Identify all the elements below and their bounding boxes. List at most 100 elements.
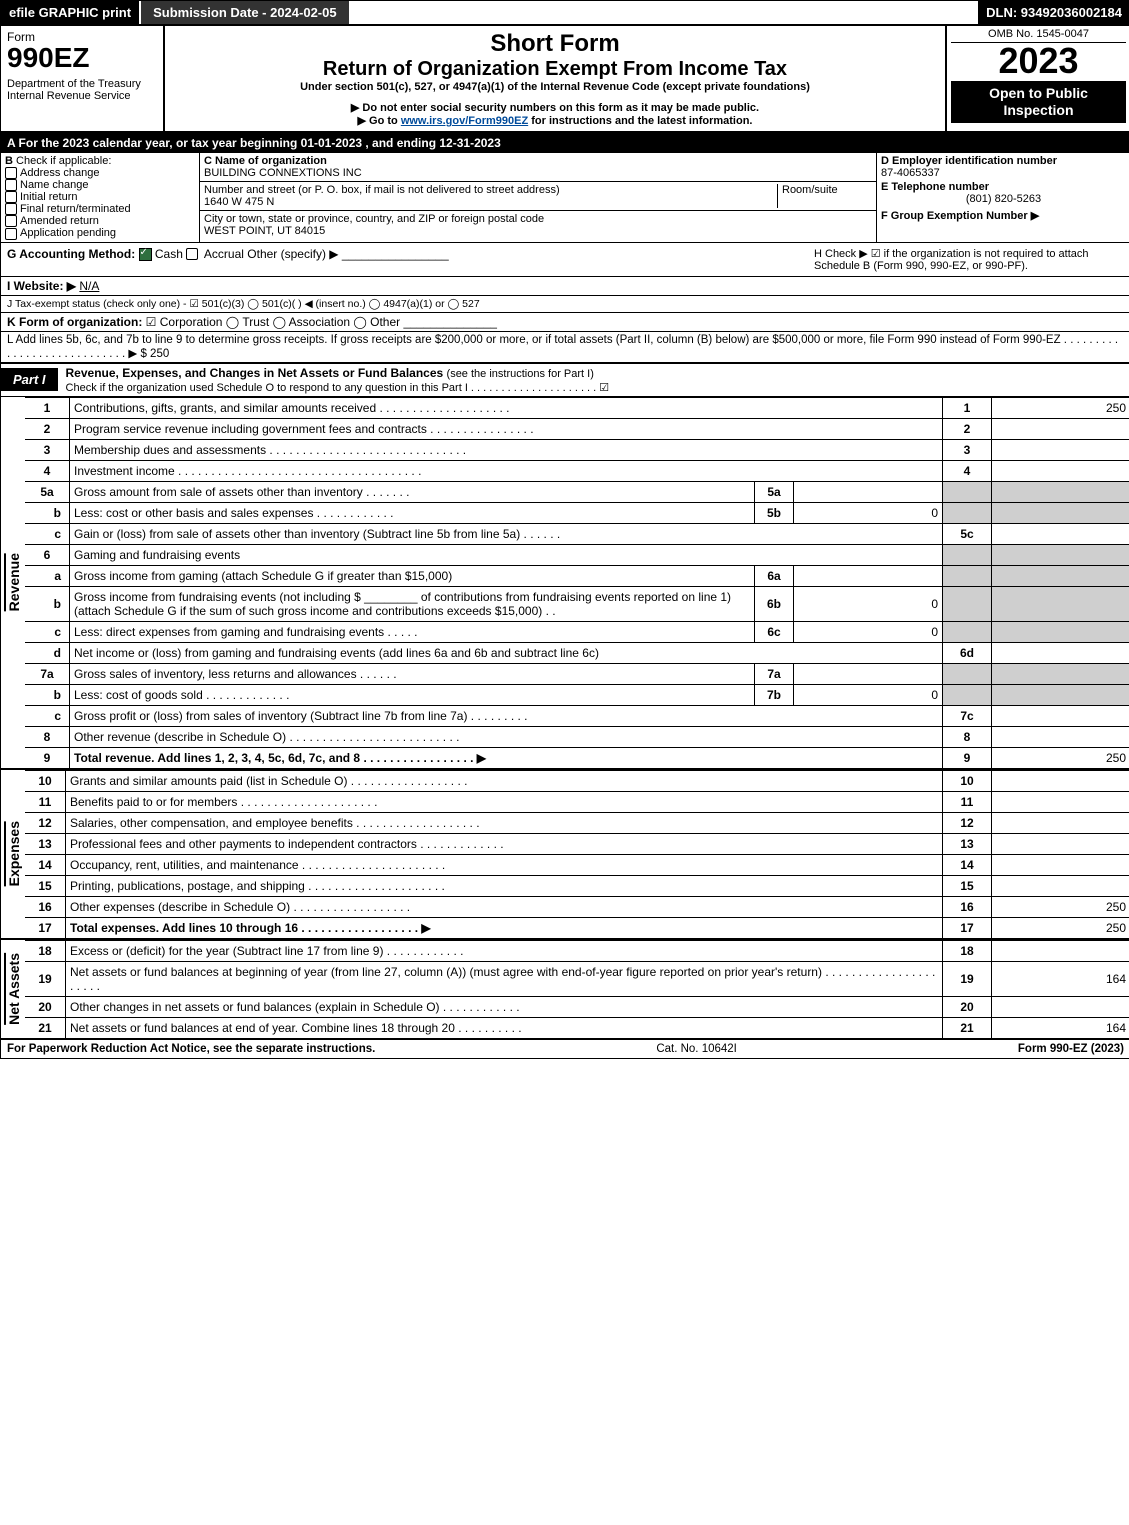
ln13-desc: Professional fees and other payments to … bbox=[66, 833, 943, 854]
section-b: B Check if applicable: Address change Na… bbox=[1, 153, 200, 242]
chk-application-pending[interactable] bbox=[5, 228, 17, 240]
ln10-amt bbox=[992, 770, 1129, 791]
chk-address-change[interactable] bbox=[5, 167, 17, 179]
g-label: G Accounting Method: bbox=[7, 247, 135, 261]
footer-right: Form 990-EZ (2023) bbox=[1018, 1043, 1124, 1055]
section-i: I Website: ▶ N/A bbox=[1, 277, 1129, 296]
tax-year: 2023 bbox=[951, 43, 1126, 79]
ln6-num: 6 bbox=[25, 544, 70, 565]
part1-instr: (see the instructions for Part I) bbox=[447, 368, 594, 380]
part1-tab: Part I bbox=[1, 368, 58, 391]
revenue-table: 1Contributions, gifts, grants, and simil… bbox=[25, 397, 1129, 768]
line-10: 10Grants and similar amounts paid (list … bbox=[25, 770, 1129, 791]
ln1-amt: 250 bbox=[992, 397, 1129, 418]
ln5c-amt bbox=[992, 523, 1129, 544]
ln5b-amt bbox=[992, 502, 1129, 523]
chk-final-return[interactable] bbox=[5, 203, 17, 215]
ln15-amt bbox=[992, 875, 1129, 896]
irs-link[interactable]: www.irs.gov/Form990EZ bbox=[401, 115, 528, 127]
revenue-section: Revenue 1Contributions, gifts, grants, a… bbox=[1, 397, 1129, 770]
chk-accrual[interactable] bbox=[186, 248, 198, 260]
ln6d-num: d bbox=[25, 642, 70, 663]
ln14-amt bbox=[992, 854, 1129, 875]
opt-initial: Initial return bbox=[20, 191, 77, 203]
line-6d: dNet income or (loss) from gaming and fu… bbox=[25, 642, 1129, 663]
form-page: efile GRAPHIC print Submission Date - 20… bbox=[0, 0, 1129, 1059]
ln21-desc: Net assets or fund balances at end of ye… bbox=[66, 1017, 943, 1038]
row-bcd: B Check if applicable: Address change Na… bbox=[1, 153, 1129, 243]
chk-initial-return[interactable] bbox=[5, 191, 17, 203]
ln3-col: 3 bbox=[943, 439, 992, 460]
ln6a-desc: Gross income from gaming (attach Schedul… bbox=[70, 565, 755, 586]
ln5b-num: b bbox=[25, 502, 70, 523]
ln19-col: 19 bbox=[943, 961, 992, 996]
ein-value: 87-4065337 bbox=[881, 167, 1126, 179]
line-1: 1Contributions, gifts, grants, and simil… bbox=[25, 397, 1129, 418]
ln5c-num: c bbox=[25, 523, 70, 544]
line-5c: cGain or (loss) from sale of assets othe… bbox=[25, 523, 1129, 544]
ln7a-num: 7a bbox=[25, 663, 70, 684]
efile-print-button[interactable]: efile GRAPHIC print bbox=[1, 1, 141, 24]
tel-label: E Telephone number bbox=[881, 181, 1126, 193]
ln1-desc: Contributions, gifts, grants, and simila… bbox=[70, 397, 943, 418]
chk-cash[interactable] bbox=[139, 248, 152, 261]
ln5a-il: 5a bbox=[755, 481, 794, 502]
line-7c: cGross profit or (loss) from sales of in… bbox=[25, 705, 1129, 726]
ln6c-il: 6c bbox=[755, 621, 794, 642]
expenses-section: Expenses 10Grants and similar amounts pa… bbox=[1, 770, 1129, 940]
ln7b-desc: Less: cost of goods sold . . . . . . . .… bbox=[70, 684, 755, 705]
ln18-amt bbox=[992, 940, 1129, 961]
line-17: 17 Total expenses. Add lines 10 through 1… bbox=[25, 917, 1129, 938]
ln3-amt bbox=[992, 439, 1129, 460]
ln11-desc: Benefits paid to or for members . . . . … bbox=[66, 791, 943, 812]
ln15-desc: Printing, publications, postage, and shi… bbox=[66, 875, 943, 896]
part1-title-text: Revenue, Expenses, and Changes in Net As… bbox=[66, 366, 444, 380]
line-14: 14Occupancy, rent, utilities, and mainte… bbox=[25, 854, 1129, 875]
ln10-num: 10 bbox=[25, 770, 66, 791]
opt-name: Name change bbox=[20, 179, 89, 191]
line-20: 20Other changes in net assets or fund ba… bbox=[25, 996, 1129, 1017]
ln7c-col: 7c bbox=[943, 705, 992, 726]
ln6-amt bbox=[992, 544, 1129, 565]
ln5a-iv bbox=[794, 481, 943, 502]
chk-name-change[interactable] bbox=[5, 179, 17, 191]
ln5a-amt bbox=[992, 481, 1129, 502]
chk-amended-return[interactable] bbox=[5, 215, 17, 227]
ln2-desc: Program service revenue including govern… bbox=[70, 418, 943, 439]
ln17-num: 17 bbox=[25, 917, 66, 938]
g-cash: Cash bbox=[155, 247, 183, 261]
ln6c-amt bbox=[992, 621, 1129, 642]
ln5b-iv: 0 bbox=[794, 502, 943, 523]
ln7c-amt bbox=[992, 705, 1129, 726]
ln7a-amt bbox=[992, 663, 1129, 684]
ln9-col: 9 bbox=[943, 747, 992, 768]
row-gh: G Accounting Method: Cash Accrual Other … bbox=[1, 243, 1129, 277]
line-15: 15Printing, publications, postage, and s… bbox=[25, 875, 1129, 896]
opt-final: Final return/terminated bbox=[20, 203, 131, 215]
ln12-num: 12 bbox=[25, 812, 66, 833]
ln6c-desc: Less: direct expenses from gaming and fu… bbox=[70, 621, 755, 642]
ln12-amt bbox=[992, 812, 1129, 833]
title-short-form: Short Form bbox=[171, 30, 939, 58]
ln15-col: 15 bbox=[943, 875, 992, 896]
street-label: Number and street (or P. O. box, if mail… bbox=[204, 184, 560, 196]
ln14-num: 14 bbox=[25, 854, 66, 875]
line-2: 2Program service revenue including gover… bbox=[25, 418, 1129, 439]
ln7a-il: 7a bbox=[755, 663, 794, 684]
line-6c: cLess: direct expenses from gaming and f… bbox=[25, 621, 1129, 642]
ln17-text: Total expenses. Add lines 10 through 16 … bbox=[70, 921, 431, 935]
line-18: 18Excess or (deficit) for the year (Subt… bbox=[25, 940, 1129, 961]
ln1-num: 1 bbox=[25, 397, 70, 418]
ln17-col: 17 bbox=[943, 917, 992, 938]
ln6c-col bbox=[943, 621, 992, 642]
ln17-desc: Total expenses. Add lines 10 through 16 … bbox=[66, 917, 943, 938]
revenue-side: Revenue bbox=[1, 397, 25, 768]
ln8-col: 8 bbox=[943, 726, 992, 747]
ln5c-col: 5c bbox=[943, 523, 992, 544]
page-footer: For Paperwork Reduction Act Notice, see … bbox=[1, 1040, 1129, 1058]
ln7b-iv: 0 bbox=[794, 684, 943, 705]
line-7b: bLess: cost of goods sold . . . . . . . … bbox=[25, 684, 1129, 705]
subtitle: Under section 501(c), 527, or 4947(a)(1)… bbox=[171, 81, 939, 93]
ln16-col: 16 bbox=[943, 896, 992, 917]
ln9-num: 9 bbox=[25, 747, 70, 768]
